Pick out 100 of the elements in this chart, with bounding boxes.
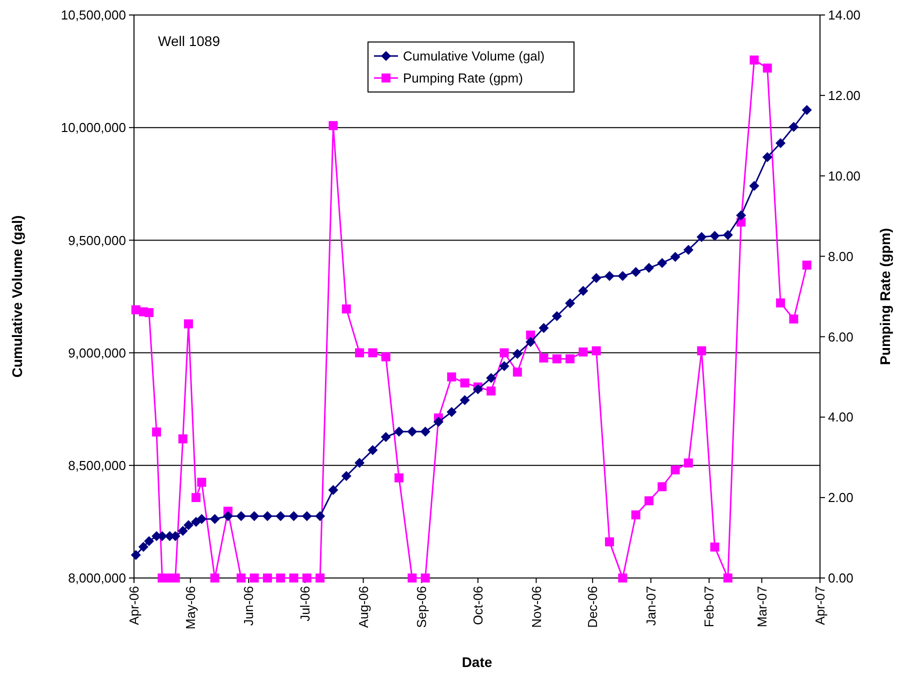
point — [222, 511, 233, 522]
y2-tick-label: 4.00 — [828, 410, 854, 425]
point — [341, 470, 352, 481]
y-tick-label: 8,500,000 — [68, 458, 126, 473]
point — [289, 574, 298, 582]
point — [762, 152, 772, 162]
point — [802, 105, 812, 116]
point — [750, 56, 759, 65]
point — [618, 574, 628, 582]
point — [236, 511, 246, 522]
point — [592, 346, 601, 356]
point — [380, 432, 391, 442]
x-tick-label: Aug-06 — [356, 586, 371, 628]
point — [210, 514, 220, 524]
point — [192, 493, 201, 502]
point — [552, 311, 562, 322]
point — [342, 304, 351, 314]
point — [328, 484, 338, 495]
point — [184, 520, 194, 530]
point — [538, 323, 549, 334]
point — [749, 180, 760, 191]
y-tick-label: 10,500,000 — [60, 8, 126, 23]
point — [368, 445, 378, 456]
point — [578, 286, 588, 296]
x-tick-label: Feb-07 — [702, 586, 717, 628]
point — [500, 348, 509, 358]
point — [368, 348, 378, 358]
point — [262, 511, 272, 522]
point — [658, 482, 667, 492]
point — [394, 426, 404, 437]
y2-axis-title: Pumping Rate (gpm) — [877, 228, 893, 365]
point — [276, 574, 286, 582]
point — [460, 395, 470, 406]
point — [315, 511, 326, 522]
annotation: Well 1089 — [158, 33, 220, 49]
point — [249, 511, 260, 522]
point — [144, 536, 154, 546]
point — [722, 230, 733, 240]
point — [197, 478, 206, 487]
point — [328, 121, 338, 130]
point — [460, 378, 470, 388]
point — [565, 298, 576, 308]
point — [644, 496, 654, 506]
point — [604, 271, 614, 282]
point — [408, 574, 417, 582]
point — [184, 319, 194, 328]
point — [407, 426, 418, 437]
point — [802, 260, 812, 270]
point — [152, 428, 162, 437]
point — [566, 354, 575, 364]
point — [512, 348, 522, 359]
point — [138, 542, 148, 552]
point — [178, 526, 188, 536]
y2-tick-label: 6.00 — [828, 329, 854, 344]
point — [499, 361, 510, 372]
point — [355, 348, 364, 358]
legend-label: Pumping Rate (gpm) — [403, 70, 523, 86]
y2-tick-label: 8.00 — [828, 248, 854, 264]
point — [578, 347, 588, 356]
x-tick-label: May-06 — [182, 586, 198, 630]
point — [276, 511, 286, 522]
point — [394, 473, 404, 482]
legend-label: Cumulative Volume (gal) — [403, 48, 545, 64]
point — [736, 210, 746, 220]
point — [670, 465, 680, 474]
y2-tick-label: 0.00 — [828, 570, 854, 586]
point — [302, 511, 312, 522]
y-axis-title: Cumulative Volume (gal) — [9, 215, 25, 378]
point — [788, 122, 799, 132]
y-tick-label: 9,000,000 — [68, 345, 126, 360]
point — [250, 574, 259, 582]
point — [316, 574, 325, 582]
point — [723, 574, 732, 582]
point — [552, 354, 562, 364]
point — [178, 434, 188, 444]
x-tick-label: Jul-06 — [298, 586, 313, 622]
point — [684, 458, 693, 468]
y2-tick-label: 2.00 — [828, 490, 854, 506]
point — [762, 64, 772, 73]
x-tick-label: Mar-07 — [754, 586, 770, 628]
point — [657, 258, 668, 268]
point — [512, 368, 522, 377]
point — [683, 244, 694, 255]
point — [776, 298, 786, 308]
point — [354, 458, 365, 468]
point — [631, 510, 640, 520]
point — [486, 373, 496, 384]
point — [130, 550, 141, 560]
point — [618, 271, 628, 282]
point — [144, 308, 154, 318]
point — [381, 352, 390, 362]
y2-tick-label: 10.00 — [828, 168, 861, 184]
x-tick-label: Apr-06 — [126, 586, 142, 626]
point — [486, 386, 496, 396]
point — [420, 574, 430, 582]
point — [196, 514, 207, 524]
x-tick-label: Jun-06 — [241, 586, 256, 626]
y2-tick-label: 12.00 — [828, 88, 861, 103]
y-tick-label: 9,500,000 — [68, 232, 126, 248]
point — [539, 354, 548, 363]
